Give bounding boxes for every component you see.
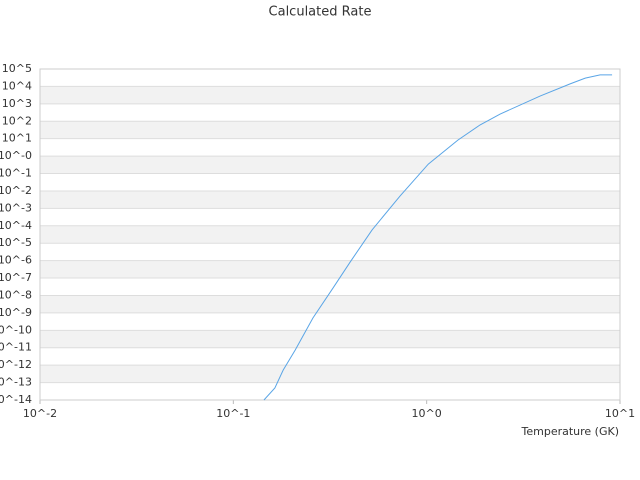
y-tick-label: 10^-10 <box>0 323 32 336</box>
y-tick-label: 10^-4 <box>0 219 32 232</box>
y-tick-label: 10^5 <box>2 62 32 75</box>
y-tick-label: 10^-14 <box>0 393 32 406</box>
grid-band <box>40 86 620 104</box>
grid-band <box>40 295 620 313</box>
y-tick-label: 10^-8 <box>0 288 32 301</box>
x-tick-label: 10^1 <box>605 407 635 420</box>
y-tick-label: 10^-9 <box>0 306 32 319</box>
data-line <box>263 74 613 401</box>
x-tick-label: 10^-2 <box>23 407 57 420</box>
y-tick-label: 10^-7 <box>0 271 32 284</box>
grid-band <box>40 121 620 139</box>
chart-title: Calculated Rate <box>269 5 372 20</box>
plot-frame <box>39 68 621 401</box>
grid-band <box>40 156 620 174</box>
x-tick-label: 10^0 <box>412 407 442 420</box>
y-tick-label: 10^4 <box>2 79 32 92</box>
grid-band <box>40 225 620 244</box>
y-tick-label: 10^3 <box>2 97 32 110</box>
x-tick-label: 10^-1 <box>216 407 250 420</box>
y-tick-label: 10^-3 <box>0 201 32 214</box>
y-tick-label: 10^-0 <box>0 149 32 162</box>
grid-band <box>40 330 620 348</box>
y-tick-label: 10^-6 <box>0 254 32 267</box>
grid-band <box>40 260 620 279</box>
y-tick-label: 10^2 <box>2 114 32 127</box>
y-tick-label: 10^-11 <box>0 341 32 354</box>
y-tick-label: 10^-1 <box>0 167 32 180</box>
y-tick-label: 10^-2 <box>0 184 32 197</box>
x-axis-label: Temperature (GK) <box>521 425 620 438</box>
y-tick-label: 10^-5 <box>0 236 32 249</box>
y-tick-label: 10^-13 <box>0 376 32 389</box>
grid-band <box>40 190 620 209</box>
y-tick-label: 10^-12 <box>0 358 32 371</box>
grid-band <box>40 365 620 383</box>
y-tick-label: 10^1 <box>2 132 32 145</box>
